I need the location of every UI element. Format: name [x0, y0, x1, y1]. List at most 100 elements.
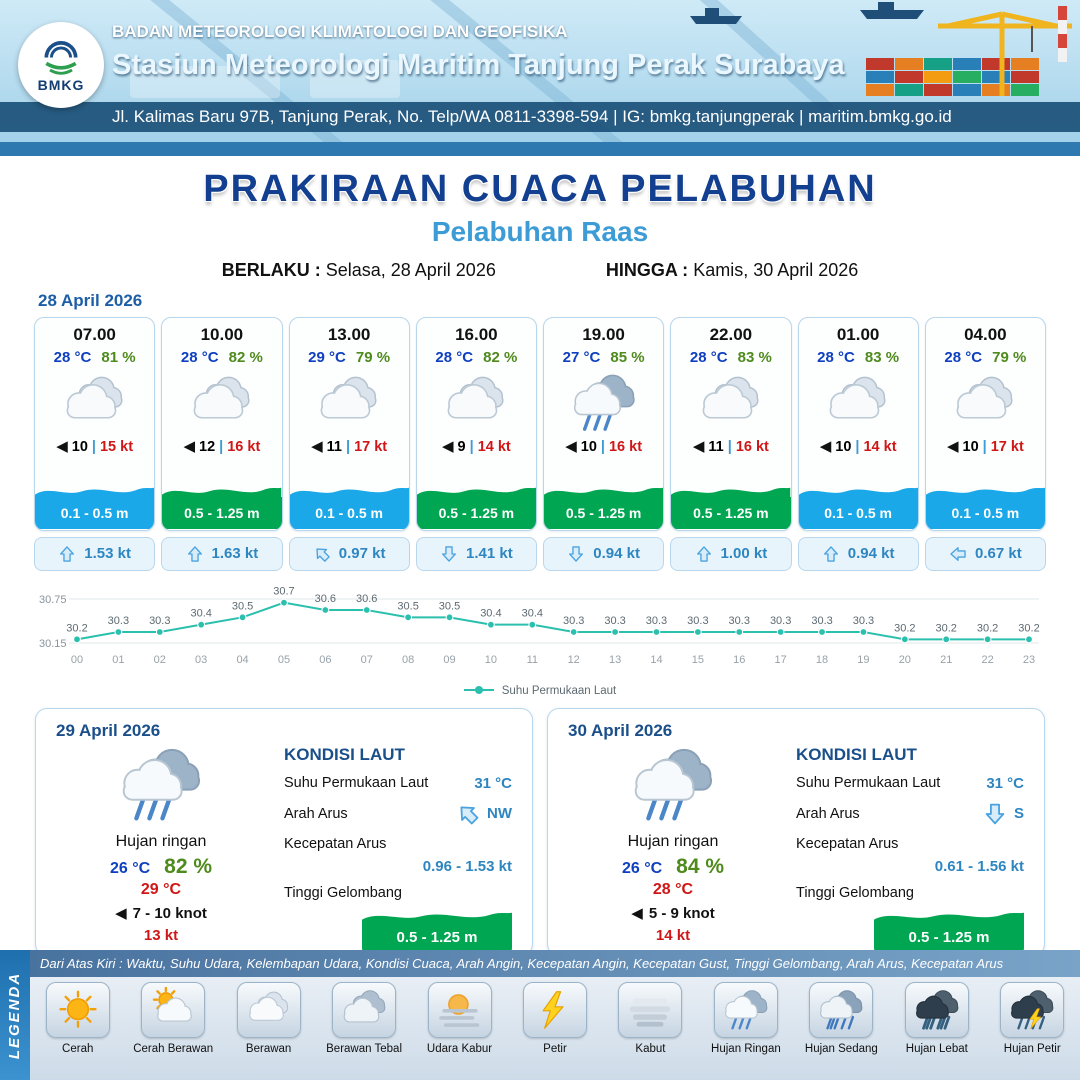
wave-height-band: 0.1 - 0.5 m — [35, 482, 155, 530]
wind-range: 7 - 10 knot — [132, 904, 207, 922]
svg-text:30.5: 30.5 — [397, 600, 418, 612]
gust-speed: 14 kt — [863, 438, 897, 455]
wave-height-band: 0.5 - 1.25 m — [162, 482, 282, 530]
bmkg-logo: BMKG — [18, 22, 104, 108]
chart-legend: Suhu Permukaan Laut — [35, 685, 1045, 698]
wind-row: ◀ 10 | 15 kt — [35, 439, 154, 455]
humidity: 79 % — [992, 348, 1027, 366]
weather-icon — [417, 368, 536, 438]
svg-text:04: 04 — [236, 654, 248, 666]
wind-direction-icon: ◀ — [115, 904, 127, 922]
weather-icon — [926, 368, 1045, 438]
legend-note: Dari Atas Kiri : Waktu, Suhu Udara, Kele… — [30, 950, 1080, 977]
current-direction-icon — [695, 545, 713, 563]
wave-height-band: 0.5 - 1.25 m — [362, 907, 512, 954]
forecast-time: 07.00 — [73, 324, 116, 344]
sea-conditions: KONDISI LAUT Suhu Permukaan Laut 31 °C A… — [266, 743, 512, 954]
wind-row: ◀ 11 | 17 kt — [290, 439, 409, 455]
svg-text:30.3: 30.3 — [729, 615, 750, 627]
forecast-card-body: 19.00 27 °C 85 % ◀ 10 | 16 kt 0.5 - 1.25 — [543, 316, 665, 531]
wind-row: ◀ 10 | 14 kt — [799, 439, 918, 455]
current-speed: 1.41 kt — [466, 545, 513, 563]
sea-conditions: KONDISI LAUT Suhu Permukaan Laut 31 °C A… — [778, 743, 1024, 954]
svg-text:30.2: 30.2 — [894, 622, 915, 634]
legend-label: Berawan — [245, 1043, 292, 1055]
title-block: PRAKIRAAN CUACA PELABUHAN Pelabuhan Raas… — [0, 156, 1080, 281]
current-direction: S — [1013, 805, 1024, 823]
port-name: Pelabuhan Raas — [431, 215, 649, 247]
forecast-time: 13.00 — [327, 324, 371, 344]
current-speed: 1.53 kt — [84, 545, 131, 563]
svg-text:30.6: 30.6 — [315, 593, 336, 605]
temp-humidity-row: 27 °C 85 % — [544, 349, 663, 366]
separator: | — [219, 438, 224, 455]
legend-label: Petir — [543, 1043, 567, 1055]
legend-weather-icon — [141, 982, 206, 1038]
wind-speed: 9 — [457, 438, 466, 455]
wave-height-band: 0.1 - 0.5 m — [798, 482, 918, 530]
forecast-card: 22.00 28 °C 83 % ◀ 11 | 16 kt 0.5 - 1.25 — [670, 316, 792, 571]
wind-speed: 11 — [708, 438, 724, 455]
wave-height: 0.5 - 1.25 m — [438, 504, 515, 521]
legend-label: Udara Kabur — [426, 1043, 493, 1055]
svg-text:30.4: 30.4 — [522, 608, 543, 620]
current-box: 1.41 kt — [415, 536, 537, 571]
svg-text:10: 10 — [485, 654, 497, 666]
crane-icon — [938, 11, 1072, 96]
gust-speed: 15 kt — [99, 438, 134, 455]
legend-label: Hujan Petir — [1003, 1043, 1061, 1055]
wind-direction-icon: ◀ — [692, 438, 705, 456]
weather-condition: Hujan ringan — [627, 832, 719, 850]
svg-text:30.3: 30.3 — [853, 615, 874, 627]
current-box: 0.94 kt — [797, 536, 919, 571]
wind-direction-icon: ◀ — [565, 438, 577, 456]
chart-legend-label: Suhu Permukaan Laut — [501, 685, 617, 698]
wind-direction-icon: ◀ — [311, 438, 323, 456]
wave-icon — [925, 487, 1045, 498]
wind-direction-icon: ◀ — [183, 438, 196, 456]
ship-icon — [690, 2, 924, 24]
wave-height-band: 0.5 - 1.25 m — [416, 482, 536, 530]
current-speed: 0.67 kt — [975, 545, 1022, 563]
forecast-time: 22.00 — [709, 324, 753, 344]
separator: | — [346, 438, 351, 455]
humidity: 83 % — [737, 348, 772, 366]
wind-speed: 10 — [71, 438, 88, 455]
separator: | — [982, 438, 987, 455]
svg-text:18: 18 — [816, 654, 828, 666]
svg-text:21: 21 — [940, 654, 952, 666]
forecast-card: 13.00 29 °C 79 % ◀ 11 | 17 kt 0.1 - 0.5 … — [288, 316, 410, 571]
svg-text:01: 01 — [112, 654, 124, 666]
svg-text:16: 16 — [733, 654, 745, 666]
current-direction-icon — [822, 545, 840, 563]
current-speed: 0.97 kt — [338, 545, 386, 563]
forecast-time: 04.00 — [964, 324, 1007, 344]
wind-direction-icon: ◀ — [56, 438, 68, 456]
temp-humidity-row: 28 °C 79 % — [926, 349, 1045, 366]
outlook-row: 29 April 2026 Hujan ringan 26 °C 82 % 29… — [0, 707, 1080, 956]
wave-height: 0.1 - 0.5 m — [824, 504, 892, 521]
legend-row: Cerah Cerah Berawan Berawan Berawan Teba… — [30, 977, 1080, 1080]
gust-speed: 16 kt — [608, 438, 643, 455]
svg-text:09: 09 — [443, 654, 455, 666]
forecast-card-body: 01.00 28 °C 83 % ◀ 10 | 14 kt 0.1 - 0.5 … — [797, 316, 919, 531]
legend-weather-icon — [45, 982, 110, 1038]
svg-text:30.2: 30.2 — [977, 622, 998, 634]
svg-text:30.2: 30.2 — [1018, 622, 1039, 634]
wave-height: 0.5 - 1.25 m — [874, 921, 1024, 954]
svg-text:30.2: 30.2 — [66, 622, 87, 634]
current-speed: 0.94 kt — [593, 545, 640, 563]
weather-icon — [544, 368, 663, 438]
separator: | — [855, 438, 860, 455]
legend-weather-icon — [1000, 982, 1065, 1038]
svg-text:30.3: 30.3 — [770, 615, 791, 627]
svg-text:08: 08 — [402, 654, 414, 666]
air-temperature: 28 °C — [53, 348, 92, 366]
page-title: PRAKIRAAN CUACA PELABUHAN — [203, 168, 877, 210]
svg-text:03: 03 — [195, 654, 207, 666]
legend-weather-icon — [236, 982, 301, 1038]
forecast-card-body: 16.00 28 °C 82 % ◀ 9 | 14 kt 0.5 - 1.25 … — [415, 316, 537, 531]
current-box: 1.00 kt — [670, 536, 792, 571]
wind-row: ◀ 11 | 16 kt — [671, 439, 790, 455]
